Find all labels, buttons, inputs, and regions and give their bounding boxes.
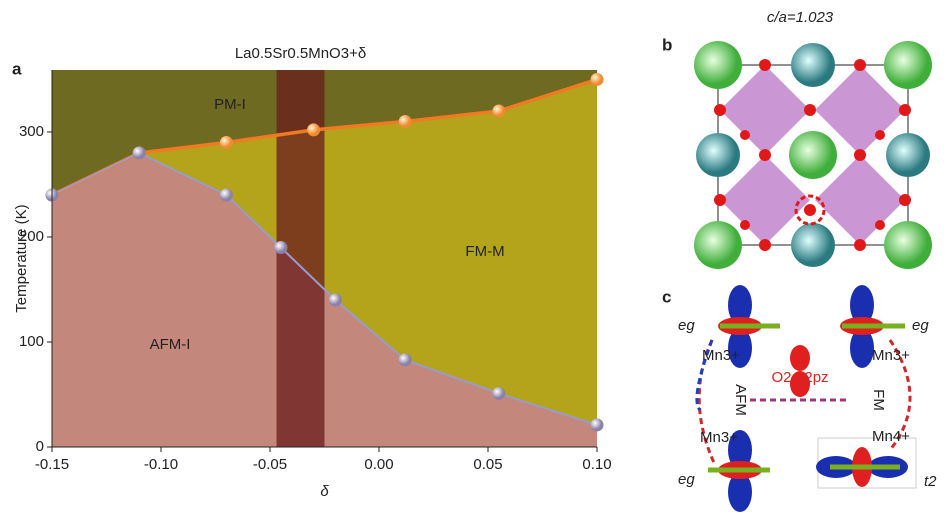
y-tick-label: 100	[19, 333, 44, 350]
atom	[696, 133, 740, 177]
data-point	[220, 188, 233, 201]
orbital-label: AFM	[732, 384, 749, 416]
crystal-structure: c/a=1.023	[694, 9, 932, 269]
panel-label: b	[662, 35, 672, 54]
y-tick-label: 0	[36, 438, 44, 455]
data-point	[274, 241, 287, 254]
region-label: PM-I	[214, 96, 246, 113]
orbital-label: eg	[678, 317, 695, 334]
atom	[791, 223, 835, 267]
x-tick-label: 0.00	[364, 456, 393, 473]
data-point	[329, 293, 342, 306]
x-tick-label: 0.05	[473, 456, 502, 473]
region-label: FM-M	[465, 243, 504, 260]
atom	[791, 43, 835, 87]
y-tick-label: 300	[19, 123, 44, 140]
x-axis-label: δ	[320, 483, 329, 500]
x-tick-label: -0.05	[253, 456, 287, 473]
orbital-label: Mn3+	[702, 347, 740, 364]
atom	[694, 41, 742, 89]
panel-label: a	[12, 59, 22, 78]
page: a b c 0100200300-0.15-0.10-0.050.000.050…	[0, 0, 944, 519]
x-tick-label: -0.10	[144, 456, 178, 473]
orbital-label: Mn3+	[872, 347, 910, 364]
atom	[886, 133, 930, 177]
atom	[694, 221, 742, 269]
orbital-label: eg	[912, 317, 929, 334]
chart-title: La0.5Sr0.5MnO3+δ	[235, 45, 366, 62]
structure-label: c/a=1.023	[767, 9, 834, 26]
orbital-diagram: eg Mn3+ eg Mn3+ O2− 2pz AFM FM Mn3+ Mn4+…	[678, 285, 937, 512]
orbital-label: O2− 2pz	[771, 369, 828, 386]
data-point	[399, 115, 412, 128]
atom	[884, 41, 932, 89]
data-point	[591, 73, 604, 86]
data-point	[492, 387, 505, 400]
region-label: AFM-I	[150, 336, 191, 353]
orbital-label: eg	[678, 471, 695, 488]
data-point	[307, 123, 320, 136]
atom	[789, 131, 837, 179]
orbital-label: Mn4+	[872, 428, 910, 445]
data-point	[591, 418, 604, 431]
x-tick-label: -0.15	[35, 456, 69, 473]
figure: a b c 0100200300-0.15-0.10-0.050.000.050…	[0, 0, 944, 514]
orbital-label: Mn3+	[700, 429, 738, 446]
x-tick-label: 0.10	[582, 456, 611, 473]
y-axis-label: Temperature (K)	[13, 204, 30, 312]
data-point	[399, 353, 412, 366]
orbital-label: t2	[924, 473, 937, 490]
data-point	[492, 104, 505, 117]
panel-label: c	[662, 287, 671, 306]
atom	[884, 221, 932, 269]
data-point	[220, 136, 233, 149]
orbital-label: FM	[870, 389, 887, 411]
data-point	[133, 146, 146, 159]
